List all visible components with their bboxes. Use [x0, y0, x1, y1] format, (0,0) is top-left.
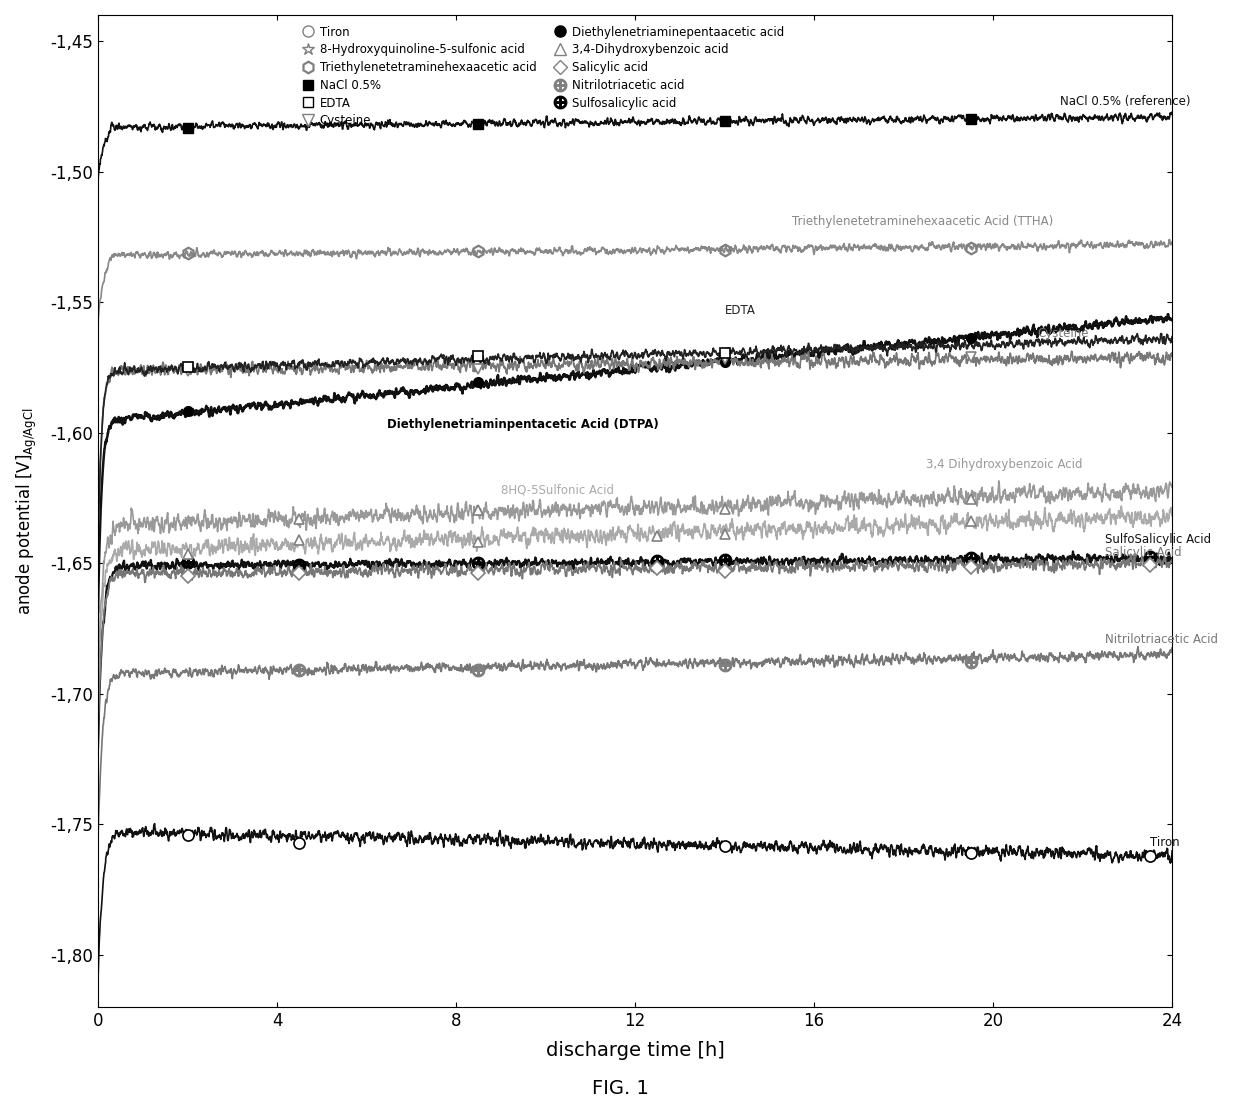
Text: 3,4 Dihydroxybenzoic Acid: 3,4 Dihydroxybenzoic Acid — [926, 458, 1083, 470]
Text: EDTA: EDTA — [724, 304, 755, 317]
Y-axis label: anode potential [V]$_\mathregular{Ag/AgCl}$: anode potential [V]$_\mathregular{Ag/AgC… — [15, 408, 40, 615]
Text: Tiron: Tiron — [1149, 837, 1179, 849]
Text: NaCl 0.5% (reference): NaCl 0.5% (reference) — [1060, 95, 1190, 108]
Text: Cysteine: Cysteine — [1038, 327, 1089, 340]
Text: Diethylenetriaminpentacetic Acid (DTPA): Diethylenetriaminpentacetic Acid (DTPA) — [387, 419, 658, 431]
Legend: Tiron, 8-Hydroxyquinoline-5-sulfonic acid, Triethylenetetraminehexaacetic acid, : Tiron, 8-Hydroxyquinoline-5-sulfonic aci… — [298, 21, 789, 132]
X-axis label: discharge time [h]: discharge time [h] — [546, 1042, 724, 1061]
Text: Triethylenetetraminehexaacetic Acid (TTHA): Triethylenetetraminehexaacetic Acid (TTH… — [791, 215, 1053, 227]
Text: Salicylic Acid: Salicylic Acid — [1105, 547, 1182, 559]
Text: SulfoSalicylic Acid: SulfoSalicylic Acid — [1105, 533, 1211, 547]
Text: FIG. 1: FIG. 1 — [591, 1079, 649, 1098]
Text: Nitrilotriacetic Acid: Nitrilotriacetic Acid — [1105, 633, 1218, 645]
Text: 8HQ-5Sulfonic Acid: 8HQ-5Sulfonic Acid — [501, 484, 614, 497]
